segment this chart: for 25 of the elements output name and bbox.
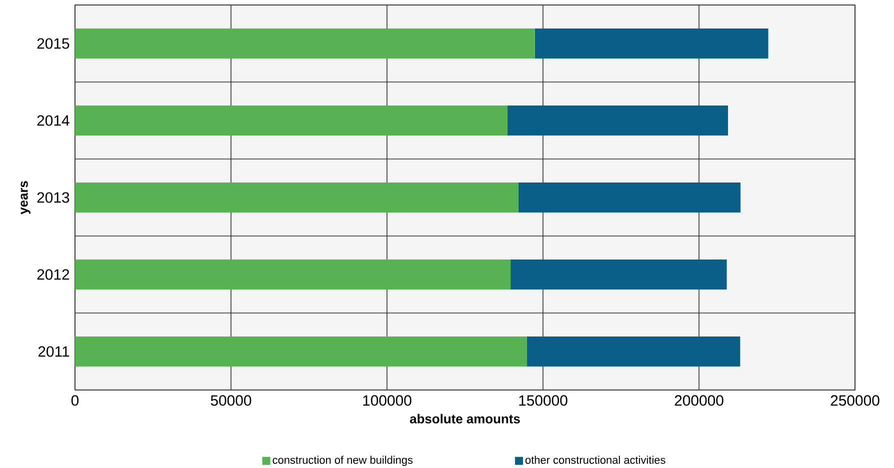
bar — [75, 28, 535, 58]
y-tick-label: 2014 — [37, 115, 70, 126]
x-tick-label: 50000 — [210, 395, 252, 406]
bar — [75, 106, 508, 136]
y-tick-label: 2013 — [37, 192, 70, 203]
y-tick-label: 2015 — [37, 38, 70, 49]
bar — [534, 28, 768, 58]
x-tick-label: 0 — [71, 395, 79, 406]
x-tick-label: 150000 — [519, 395, 568, 406]
x-axis-title: absolute amounts — [410, 414, 520, 424]
x-tick-label: 250000 — [830, 395, 880, 406]
y-tick-label: 2011 — [38, 346, 70, 357]
legend-label: other constructional activities — [525, 456, 666, 464]
y-tick-label: 2012 — [37, 269, 70, 280]
bar — [75, 336, 527, 366]
y-axis-title: years — [20, 181, 30, 214]
bar — [75, 260, 511, 290]
bar — [507, 106, 728, 136]
bar — [510, 260, 727, 290]
x-tick-label: 200000 — [674, 395, 724, 406]
bar — [75, 182, 518, 212]
bar — [526, 336, 740, 366]
x-tick-label: 100000 — [363, 395, 412, 406]
legend-label: construction of new buildings — [272, 456, 413, 466]
bar — [518, 182, 741, 212]
